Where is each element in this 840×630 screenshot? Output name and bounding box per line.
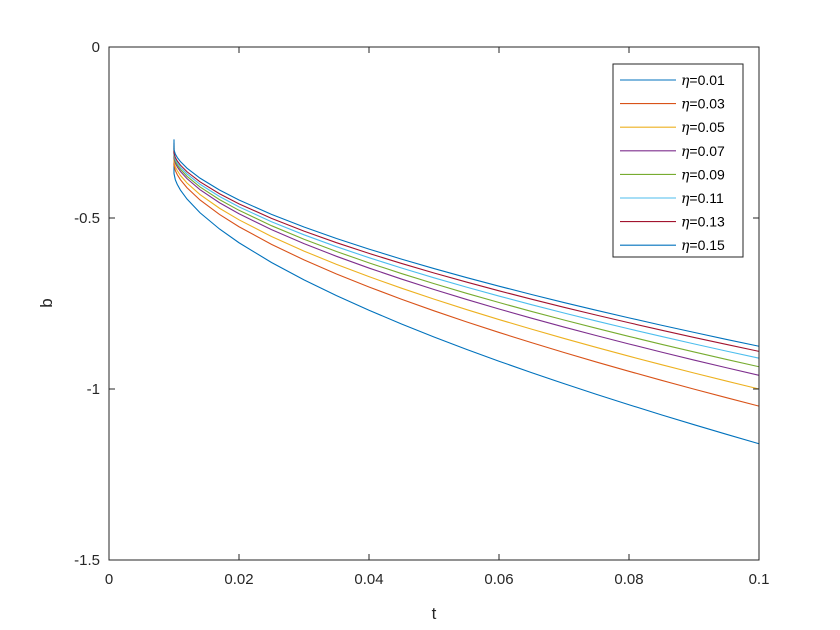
tick-layer: 0 0.02 0.04 0.06 0.08 0.1 -1.5 -1 -0.5 0 [74,39,769,588]
legend-entry-value: =0.13 [689,214,725,230]
series-line-4 [173,147,760,376]
legend-entry-value: =0.01 [689,72,725,88]
series-line-8 [173,139,760,347]
x-tick-label: 0.04 [354,571,383,588]
x-tick-label: 0.06 [484,571,513,588]
legend-eta-symbol: η [681,215,690,231]
series-line-2 [173,154,760,407]
legend-entry-value: =0.07 [689,143,725,159]
legend-eta-symbol: η [681,238,690,254]
legend-entry-label: η=0.09 [681,166,725,183]
legend-entry-value: =0.09 [689,166,725,182]
series-line-6 [173,144,760,359]
legend-eta-symbol: η [681,73,690,89]
legend-entry-label: η=0.01 [681,72,725,89]
legend-entry-value: =0.15 [689,237,725,253]
legend-eta-symbol: η [681,167,690,183]
series-line-5 [173,146,760,368]
legend-eta-symbol: η [681,144,690,160]
y-tick-label: -0.5 [74,210,100,227]
legend-entry-label: η=0.13 [681,214,725,231]
plot-frame [108,46,760,561]
legend-entry-label: η=0.05 [681,119,725,136]
series-line-3 [173,151,760,390]
legend-eta-symbol: η [681,191,690,207]
y-tick-label: 0 [92,39,100,56]
x-tick-label: 0.1 [749,571,770,588]
x-axis-label: t [432,604,437,623]
series-layer [173,139,760,445]
x-tick-label: 0.02 [224,571,253,588]
series-line-1 [173,163,760,445]
legend-entry-label: η=0.11 [681,190,724,207]
x-tick-label: 0.08 [614,571,643,588]
legend-eta-symbol: η [681,120,690,136]
y-axis-label: b [37,298,56,307]
legend-entry-label: η=0.15 [681,237,725,254]
legend-entry-label: η=0.07 [681,143,725,160]
legend-entry-value: =0.05 [689,119,725,135]
series-line-7 [173,142,760,352]
legend-entry-value: =0.11 [689,190,724,206]
y-tick-label: -1 [87,381,100,398]
legend-box [612,63,744,258]
y-tick-label: -1.5 [74,552,100,569]
legend-entry-label: η=0.03 [681,96,725,113]
x-tick-label: 0 [105,571,113,588]
legend: η=0.01η=0.03η=0.05η=0.07η=0.09η=0.11η=0.… [612,63,744,258]
legend-entry-value: =0.03 [689,96,725,112]
legend-eta-symbol: η [681,97,690,113]
